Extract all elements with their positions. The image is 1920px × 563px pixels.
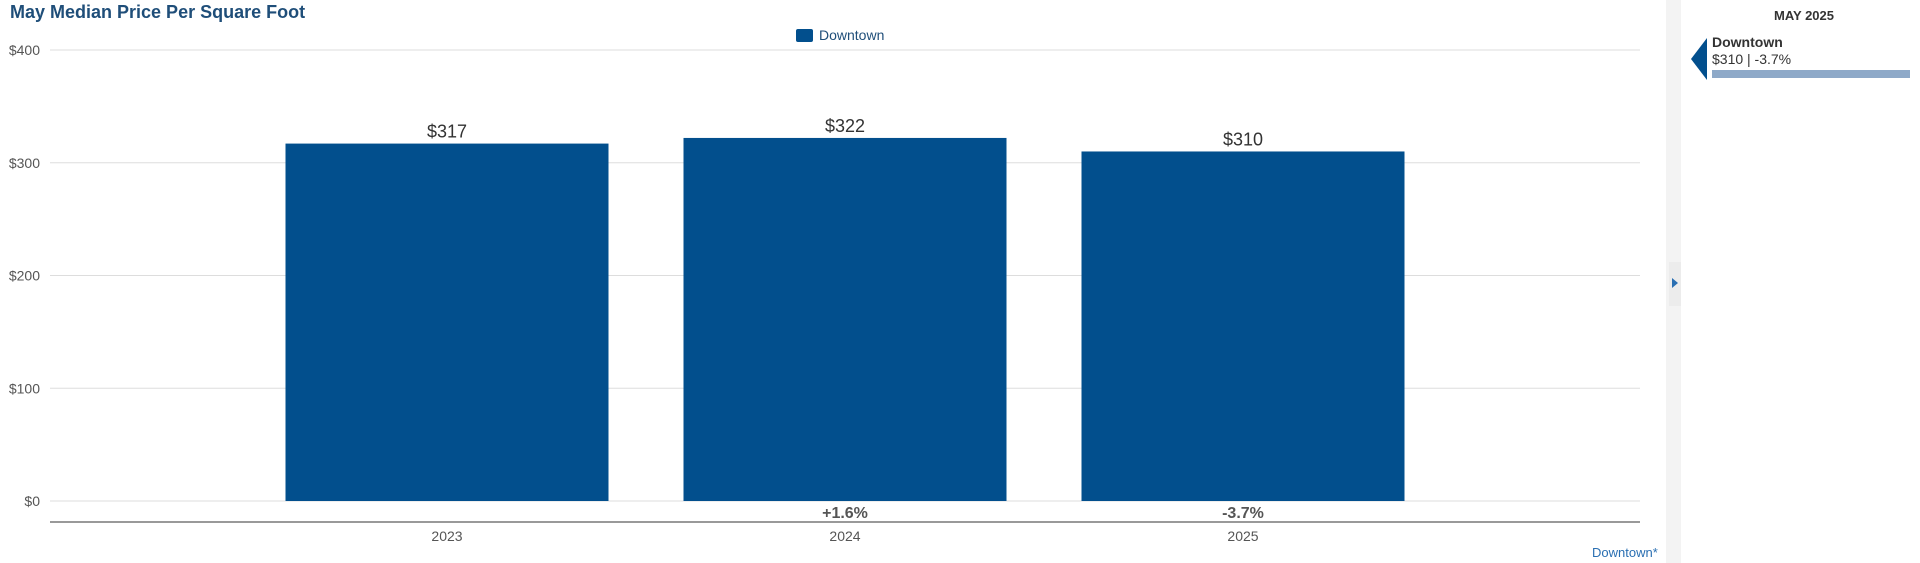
- change-label: -3.7%: [1222, 505, 1264, 522]
- y-tick-label: $100: [9, 380, 40, 396]
- y-tick-label: $400: [9, 42, 40, 58]
- bar-2023: [285, 143, 609, 501]
- chevron-right-icon: [1672, 278, 1678, 288]
- sidebar-period: MAY 2025: [1774, 8, 1834, 23]
- bar-value-label: $317: [427, 122, 467, 142]
- sidebar-series-value: $310 | -3.7%: [1712, 51, 1792, 67]
- legend-swatch-downtown: [796, 28, 813, 42]
- y-tick-label: $200: [9, 268, 40, 284]
- sidebar-toggle-button[interactable]: [1669, 262, 1681, 306]
- sidebar-series-name[interactable]: Downtown: [1712, 34, 1783, 50]
- chart-title: May Median Price Per Square Foot: [10, 2, 306, 22]
- bar-value-label: $322: [825, 116, 865, 136]
- x-tick-label: 2024: [829, 528, 860, 544]
- bar-chart: $0 $100 $200 $300 $400 $317 2023 $322 +1.6% 2024 $…: [9, 42, 1640, 544]
- x-tick-label: 2023: [431, 528, 462, 544]
- x-tick-label: 2025: [1227, 528, 1258, 544]
- y-tick-label: $0: [24, 493, 40, 509]
- bar-2024: [683, 137, 1007, 501]
- legend[interactable]: Downtown: [796, 26, 884, 44]
- change-label: +1.6%: [822, 505, 868, 522]
- bar-2025: [1081, 151, 1405, 501]
- bar-value-label: $310: [1223, 129, 1263, 149]
- summary-sidebar: [1681, 0, 1920, 563]
- sidebar-value-bar: [1712, 70, 1910, 78]
- y-tick-label: $300: [9, 155, 40, 171]
- legend-label-downtown: Downtown: [819, 27, 885, 43]
- pointer-arrow-icon: [1691, 38, 1707, 80]
- footnote-link[interactable]: Downtown*: [1592, 545, 1658, 560]
